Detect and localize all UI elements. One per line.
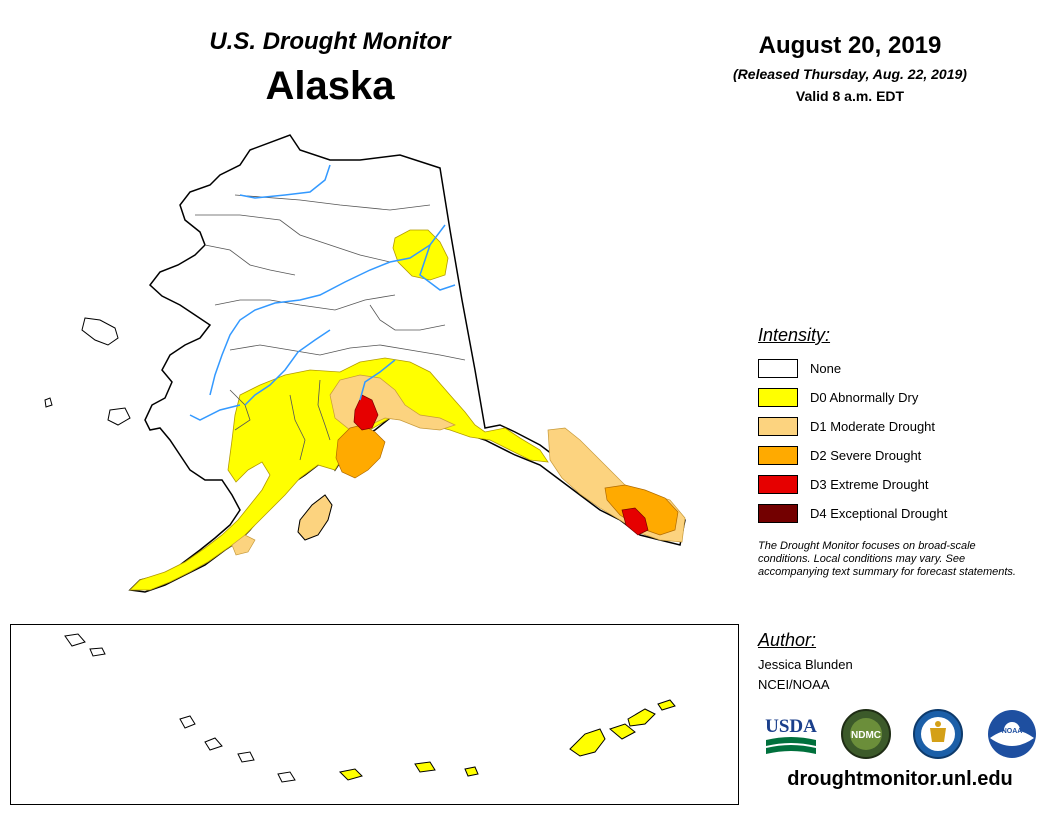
aleutian-inset-map — [64, 633, 676, 783]
ndmc-logo: NDMC — [841, 709, 891, 759]
d0-area-northeast — [392, 229, 449, 281]
pribilof-island — [44, 397, 53, 408]
aleutian-islands-west — [64, 633, 296, 783]
kodiak-island — [297, 494, 333, 541]
legend-swatch-d4 — [758, 504, 798, 523]
aleutian-inset-frame — [10, 624, 739, 805]
agency-logos: USDA NDMC NOAA — [758, 708, 1048, 762]
legend-item-none: None — [758, 354, 947, 383]
legend-swatch-d1 — [758, 417, 798, 436]
legend-item-d0: D0 Abnormally Dry — [758, 383, 947, 412]
legend-label-d2: D2 Severe Drought — [810, 448, 922, 463]
legend-label-d0: D0 Abnormally Dry — [810, 390, 919, 405]
d0-area-southcentral — [129, 357, 549, 591]
d3-area-anchorage — [353, 394, 379, 431]
legend-item-d4: D4 Exceptional Drought — [758, 499, 947, 528]
author-org: NCEI/NOAA — [758, 677, 830, 692]
d3-area-southeast — [621, 507, 649, 536]
usda-logo: USDA — [765, 716, 817, 754]
alaska-map — [44, 134, 686, 593]
title-us-drought-monitor: U.S. Drought Monitor — [209, 28, 451, 55]
release-date: (Released Thursday, Aug. 22, 2019) — [733, 66, 967, 82]
disclaimer-note: The Drought Monitor focuses on broad-sca… — [758, 540, 1016, 578]
d2-area-southeast — [604, 484, 679, 536]
legend-label-d3: D3 Extreme Drought — [810, 477, 929, 492]
rivers — [189, 164, 456, 421]
noaa-logo-text: NOAA — [1002, 728, 1023, 735]
usda-logo-text: USDA — [765, 716, 817, 737]
legend-swatch-none — [758, 359, 798, 378]
legend-item-d1: D1 Moderate Drought — [758, 412, 947, 441]
legend: None D0 Abnormally Dry D1 Moderate Droug… — [758, 354, 947, 528]
legend-item-d2: D2 Severe Drought — [758, 441, 947, 470]
legend-label-d1: D1 Moderate Drought — [810, 419, 936, 434]
st-lawrence-island — [81, 317, 119, 346]
legend-label-d4: D4 Exceptional Drought — [810, 506, 948, 521]
ndmc-logo-text: NDMC — [851, 730, 881, 741]
valid-time: Valid 8 a.m. EDT — [795, 88, 905, 104]
d1-area-peninsula — [231, 534, 256, 556]
author-heading: Author: — [758, 630, 817, 650]
author-name: Jessica Blunden — [758, 657, 853, 672]
legend-label-none: None — [810, 361, 842, 376]
legend-heading: Intensity: — [758, 325, 831, 345]
aleutian-islands-east — [338, 699, 676, 781]
nunivak-island — [107, 407, 131, 426]
commerce-seal-logo — [913, 709, 963, 759]
legend-swatch-d2 — [758, 446, 798, 465]
website-url[interactable]: droughtmonitor.unl.edu — [787, 768, 1013, 790]
legend-swatch-d3 — [758, 475, 798, 494]
d1-area-kodiak — [297, 494, 333, 541]
climate-division-boundaries — [195, 194, 466, 461]
legend-item-d3: D3 Extreme Drought — [758, 470, 947, 499]
noaa-logo: NOAA — [988, 710, 1036, 758]
legend-swatch-d0 — [758, 388, 798, 407]
map-date: August 20, 2019 — [758, 32, 942, 59]
title-alaska: Alaska — [265, 64, 395, 108]
